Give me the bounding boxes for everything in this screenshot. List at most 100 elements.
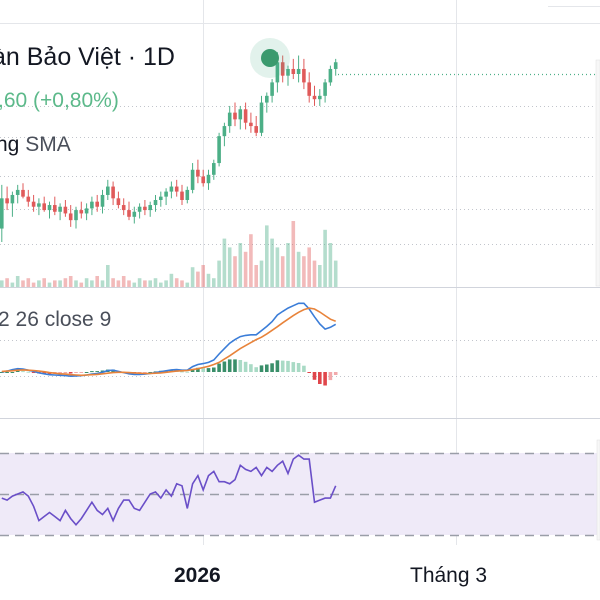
macd-line <box>1 302 337 378</box>
volume-bar <box>5 278 9 287</box>
candle-body <box>259 102 264 133</box>
volume-bar <box>323 229 327 287</box>
volume-bar <box>312 260 317 287</box>
volume-bar <box>201 265 205 287</box>
candle-body <box>74 210 78 221</box>
symbol-title[interactable]: àn Bảo Việt · 1D <box>0 43 175 71</box>
volume-bar <box>296 251 301 287</box>
candles <box>0 52 338 242</box>
right-edge-pane-rsi <box>596 439 600 541</box>
macd-histogram-bar <box>222 361 227 372</box>
sma-legend[interactable]: ng SMA <box>0 133 71 157</box>
volume-bar <box>37 280 41 287</box>
volume-bar <box>222 238 227 287</box>
volume-bar <box>286 243 290 287</box>
rsi-line <box>1 454 337 527</box>
macd-histogram-bar <box>68 372 73 374</box>
volume-bar <box>153 278 158 287</box>
volume-bar <box>169 273 174 287</box>
candle-body <box>31 201 36 207</box>
macd-histogram-bar <box>270 363 274 372</box>
grid <box>0 0 600 545</box>
volume-bar <box>185 282 190 287</box>
volume-bar <box>106 265 110 287</box>
candle-body <box>121 205 126 211</box>
macd-histogram-bar <box>291 362 296 372</box>
macd-histogram-bar <box>0 372 4 373</box>
candle-body <box>227 112 232 127</box>
last-price-marker-dot[interactable] <box>261 49 279 67</box>
macd-histogram-bar <box>212 367 216 372</box>
macd-histogram-bar <box>280 360 285 372</box>
volume-bar <box>10 282 15 287</box>
volume-bar <box>227 247 232 287</box>
last-price-marker[interactable] <box>250 38 290 78</box>
sma-legend-prefix: ng <box>0 133 20 156</box>
candle-body <box>169 186 174 192</box>
candle-body <box>222 126 227 137</box>
macd-histogram-bar <box>333 372 338 375</box>
candle-body <box>106 186 110 195</box>
candle-body <box>190 169 195 190</box>
macd-histogram-bar <box>58 372 62 374</box>
volume-bar <box>302 256 306 287</box>
macd-legend[interactable]: 2 26 close 9 <box>0 308 112 331</box>
macd-histogram-bar <box>259 365 264 372</box>
candle-body <box>5 198 9 204</box>
candle-body <box>100 194 105 207</box>
candle-body <box>265 95 269 103</box>
macd-histogram-bar <box>265 364 269 372</box>
volume-bar <box>328 243 333 287</box>
right-edge-pane-top <box>595 59 600 287</box>
candle-body <box>79 210 84 214</box>
macd-histogram-bar <box>185 371 190 373</box>
volume-bar <box>111 278 115 287</box>
volume-bar <box>206 273 211 287</box>
macd-histogram-bar <box>312 372 317 380</box>
volume-bar <box>95 276 99 287</box>
candle-body <box>243 109 248 123</box>
volume-bar <box>217 260 221 287</box>
volume-bar <box>42 278 46 287</box>
volume-bar <box>333 260 338 287</box>
macd-histogram-bar <box>227 359 232 372</box>
macd-histogram-bar <box>249 364 253 372</box>
candle-body <box>63 206 68 214</box>
volume-bar <box>53 280 57 287</box>
candle-body <box>201 176 205 184</box>
volume-bar <box>212 278 216 287</box>
candle-body <box>53 205 57 212</box>
candle-body <box>148 205 152 211</box>
candle-body <box>10 194 15 204</box>
volume-bar <box>275 247 280 287</box>
candle-body <box>280 62 285 76</box>
macd-histogram-bar <box>296 363 301 372</box>
candle-body <box>95 201 99 207</box>
candle-body <box>116 198 121 206</box>
candle-body <box>328 68 333 83</box>
macd-histogram-bar <box>233 359 237 372</box>
macd-histogram-bar <box>74 372 78 373</box>
volume-bar <box>265 225 269 287</box>
time-axis-label-year: 2026 <box>174 564 221 587</box>
candle-body <box>174 186 179 192</box>
candle-body <box>84 208 89 214</box>
candle-body <box>270 82 274 96</box>
volume-bar <box>143 280 147 287</box>
candle-body <box>180 191 184 200</box>
macd-histogram-bar <box>238 360 243 372</box>
candle-body <box>26 196 31 202</box>
macd-histogram-bar <box>143 372 147 373</box>
volume-bar <box>259 260 264 287</box>
volume-bar <box>68 276 73 287</box>
macd-histogram-bar <box>90 371 94 373</box>
candle-body <box>206 174 211 184</box>
candle-body <box>164 191 168 197</box>
volume-bar <box>174 278 179 287</box>
sma-legend-name: SMA <box>25 133 71 156</box>
rsi-pane <box>0 452 600 537</box>
volume-bar <box>159 282 163 287</box>
volume-bar <box>90 280 94 287</box>
macd-histogram-bar <box>323 372 327 386</box>
